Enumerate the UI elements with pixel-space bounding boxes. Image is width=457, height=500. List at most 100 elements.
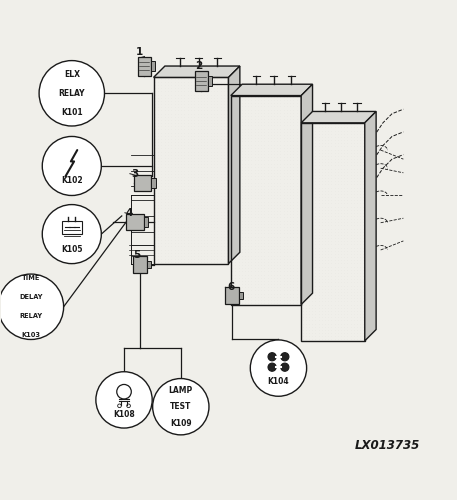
Point: [257, 299, 265, 307]
Point: [293, 138, 300, 145]
Point: [308, 314, 316, 322]
Point: [235, 286, 242, 294]
Point: [287, 188, 294, 196]
Point: [280, 216, 287, 224]
Point: [244, 182, 252, 190]
Point: [277, 156, 284, 164]
Point: [223, 192, 231, 200]
Point: [287, 214, 294, 222]
Point: [264, 280, 271, 288]
Point: [194, 220, 201, 228]
Point: [299, 298, 306, 306]
Point: [274, 261, 281, 269]
Point: [264, 201, 271, 209]
Point: [337, 164, 345, 172]
Point: [154, 160, 162, 168]
Point: [331, 269, 338, 277]
Point: [344, 186, 351, 194]
Point: [204, 103, 211, 111]
Point: [228, 254, 236, 262]
Point: [165, 233, 172, 241]
Point: [283, 207, 291, 215]
Point: [353, 124, 361, 132]
Point: [299, 180, 306, 188]
Text: 4: 4: [126, 208, 133, 218]
Point: [312, 244, 319, 252]
Point: [283, 109, 291, 117]
Point: [340, 193, 348, 201]
Point: [168, 84, 175, 92]
Point: [334, 291, 341, 299]
Point: [334, 238, 341, 246]
Point: [293, 261, 300, 269]
Point: [312, 130, 319, 138]
Point: [340, 298, 348, 306]
Point: [151, 157, 159, 165]
Bar: [138, 56, 151, 76]
Point: [232, 162, 239, 170]
Point: [302, 244, 309, 252]
Point: [296, 239, 303, 247]
Point: [151, 220, 159, 228]
Point: [220, 97, 228, 105]
Point: [267, 131, 275, 139]
Point: [337, 180, 345, 188]
Point: [161, 242, 169, 250]
Point: [267, 147, 275, 155]
Point: [324, 272, 332, 280]
Point: [161, 144, 169, 152]
Point: [161, 138, 169, 146]
Point: [324, 266, 332, 274]
Point: [328, 314, 335, 322]
Point: [197, 249, 205, 257]
Point: [302, 247, 309, 255]
Point: [197, 135, 205, 143]
Point: [321, 294, 329, 302]
Point: [220, 188, 228, 196]
Point: [360, 247, 367, 255]
Point: [290, 268, 297, 276]
Point: [344, 218, 351, 226]
Point: [315, 304, 322, 312]
Point: [274, 290, 281, 298]
Point: [296, 220, 303, 228]
Point: [331, 278, 338, 286]
Point: [302, 266, 309, 274]
Point: [312, 200, 319, 207]
Point: [220, 154, 228, 162]
Point: [315, 196, 322, 204]
Point: [220, 226, 228, 234]
Point: [334, 174, 341, 182]
Point: [207, 90, 214, 98]
Point: [228, 226, 236, 234]
Point: [360, 314, 367, 322]
Point: [293, 188, 300, 196]
Point: [305, 171, 313, 179]
Point: [337, 314, 345, 322]
Point: [267, 274, 275, 282]
Point: [151, 202, 159, 209]
Point: [337, 260, 345, 268]
Point: [238, 264, 245, 272]
Point: [340, 224, 348, 232]
Point: [312, 253, 319, 261]
Point: [321, 291, 329, 299]
Point: [340, 155, 348, 163]
Point: [207, 242, 214, 250]
Point: [308, 126, 316, 134]
Point: [296, 264, 303, 272]
Point: [271, 134, 278, 142]
Point: [277, 198, 284, 205]
Point: [187, 217, 195, 225]
Point: [353, 288, 361, 296]
Point: [191, 128, 198, 136]
Point: [280, 248, 287, 256]
Point: [353, 184, 361, 192]
Point: [287, 172, 294, 180]
Point: [340, 262, 348, 270]
Point: [347, 124, 354, 132]
Point: [161, 224, 169, 232]
Point: [187, 176, 195, 184]
Point: [271, 261, 278, 269]
Point: [154, 176, 162, 184]
